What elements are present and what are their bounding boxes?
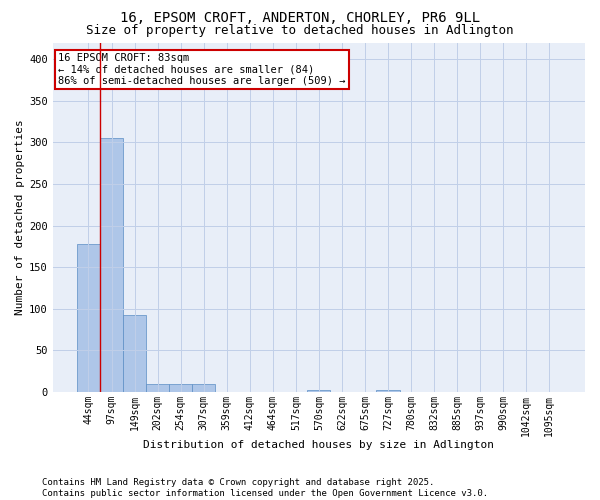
X-axis label: Distribution of detached houses by size in Adlington: Distribution of detached houses by size … [143,440,494,450]
Bar [123,314,146,392]
Y-axis label: Number of detached properties: Number of detached properties [15,120,25,315]
Bar [169,384,192,392]
Bar [192,384,215,392]
Text: Contains HM Land Registry data © Crown copyright and database right 2025.
Contai: Contains HM Land Registry data © Crown c… [42,478,488,498]
Bar [100,138,123,392]
Bar [77,244,100,392]
Text: 16, EPSOM CROFT, ANDERTON, CHORLEY, PR6 9LL: 16, EPSOM CROFT, ANDERTON, CHORLEY, PR6 … [120,11,480,25]
Text: 16 EPSOM CROFT: 83sqm
← 14% of detached houses are smaller (84)
86% of semi-deta: 16 EPSOM CROFT: 83sqm ← 14% of detached … [58,53,346,86]
Bar [376,390,400,392]
Bar [307,390,331,392]
Bar [146,384,169,392]
Text: Size of property relative to detached houses in Adlington: Size of property relative to detached ho… [86,24,514,37]
